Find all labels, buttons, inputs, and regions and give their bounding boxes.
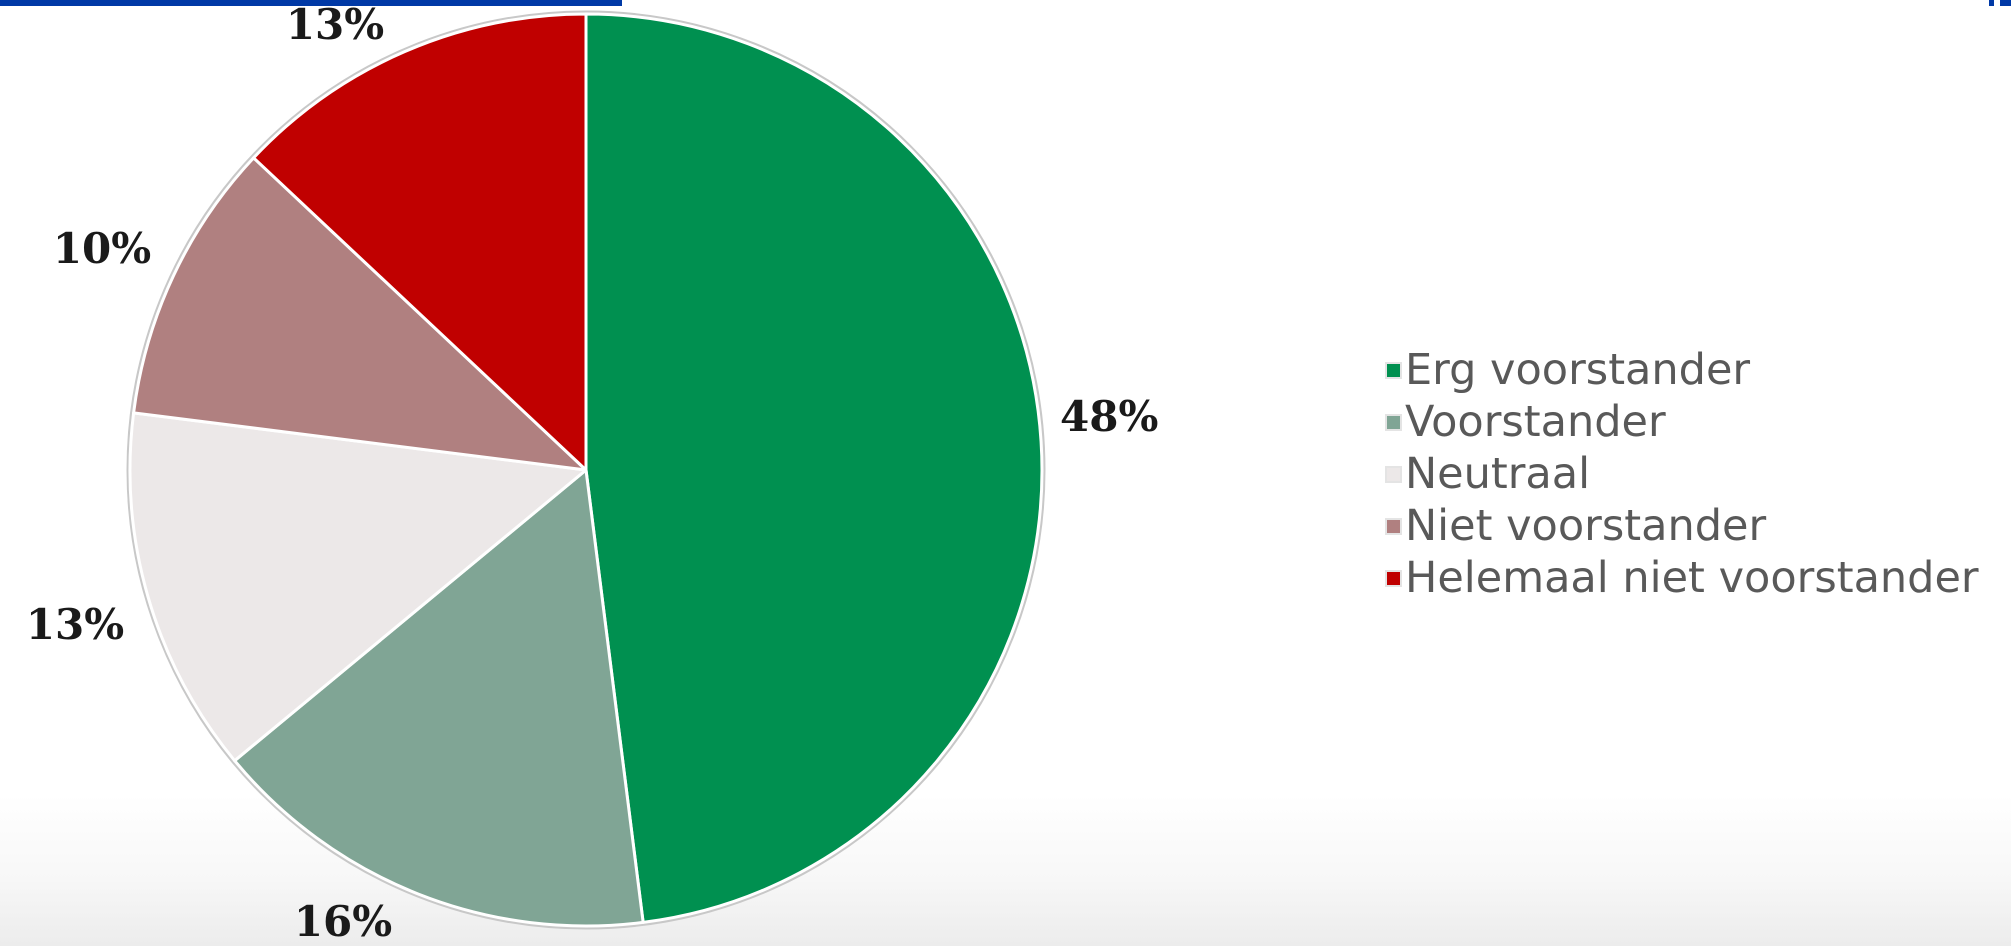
legend-swatch xyxy=(1385,361,1402,379)
legend-item-niet-voorstander: Niet voorstander xyxy=(1385,500,1979,552)
pie-outline xyxy=(126,10,1046,930)
legend-item-helemaal-niet-voorstander: Helemaal niet voorstander xyxy=(1385,552,1979,604)
legend-label: Erg voorstander xyxy=(1405,345,1751,395)
data-label-niet-voorstander: 10% xyxy=(53,224,151,273)
corner-logo-bar xyxy=(2000,0,2011,6)
pie-slice-niet-voorstander xyxy=(132,156,588,472)
corner-logo-bar xyxy=(1989,0,1994,6)
chart-legend: Erg voorstander Voorstander Neutraal Nie… xyxy=(1385,344,1979,604)
legend-item-voorstander: Voorstander xyxy=(1385,396,1979,448)
data-label-helemaal-niet-voorstander: 13% xyxy=(286,0,384,49)
pie-slice-helemaal-niet-voorstander xyxy=(252,12,588,472)
legend-label: Helemaal niet voorstander xyxy=(1405,553,1979,603)
pie-slice-neutraal xyxy=(128,411,588,763)
legend-label: Voorstander xyxy=(1405,397,1666,447)
legend-label: Neutraal xyxy=(1405,449,1591,499)
corner-logo-mark xyxy=(1989,0,2011,6)
top-accent-bar xyxy=(0,0,622,6)
data-label-voorstander: 16% xyxy=(294,897,392,946)
pie-slice-voorstander xyxy=(233,468,645,928)
pie-slices xyxy=(126,10,1046,930)
legend-label: Niet voorstander xyxy=(1405,501,1767,551)
legend-swatch xyxy=(1385,569,1402,587)
pie-slice-erg-voorstander xyxy=(584,12,1044,924)
legend-swatch xyxy=(1385,413,1402,431)
data-label-erg-voorstander: 48% xyxy=(1060,392,1158,441)
data-labels: 48% 16% 13% 10% 13% xyxy=(26,0,1159,946)
legend-item-erg-voorstander: Erg voorstander xyxy=(1385,344,1979,396)
legend-swatch xyxy=(1385,465,1402,483)
data-label-neutraal: 13% xyxy=(26,600,124,649)
legend-swatch xyxy=(1385,517,1402,535)
legend-item-neutraal: Neutraal xyxy=(1385,448,1979,500)
